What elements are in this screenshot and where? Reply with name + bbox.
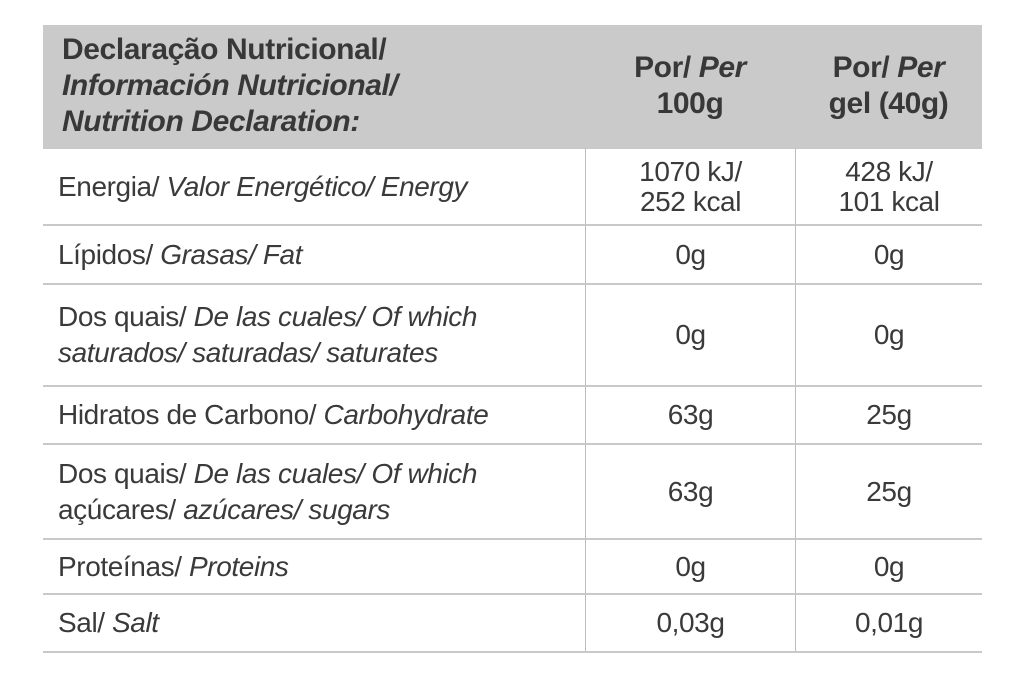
nutrition-declaration-table: Declaração Nutricional/Información Nutri…: [43, 25, 982, 653]
header-per-gel-line1: Por/ Per: [832, 51, 945, 84]
header-per-100g-line2: 100g: [656, 87, 724, 120]
row-carbohydrate-label: Hidratos de Carbono/ Carbohydrate: [43, 385, 585, 443]
header-title-es: Información Nutricional/: [62, 69, 398, 102]
header-title-cell: Declaração Nutricional/Información Nutri…: [43, 25, 585, 147]
row-fat-per-100g: 0g: [585, 224, 795, 283]
row-sugars-per-gel: 25g: [795, 443, 982, 538]
row-proteins-per-100g: 0g: [585, 538, 795, 593]
header-per-gel-line2: gel (40g): [828, 87, 949, 120]
header-title-en: Nutrition Declaration:: [62, 105, 360, 138]
row-saturates-label: Dos quais/ De las cuales/ Of which satura…: [43, 283, 585, 385]
row-energy-per-100g: 1070 kJ/252 kcal: [585, 147, 795, 224]
header-per-100g-cell: Por/ Per 100g: [585, 25, 795, 147]
row-proteins-per-gel: 0g: [795, 538, 982, 593]
row-fat-per-gel: 0g: [795, 224, 982, 283]
row-carbohydrate-per-100g: 63g: [585, 385, 795, 443]
row-salt-per-100g: 0,03g: [585, 593, 795, 651]
row-sugars-per-100g: 63g: [585, 443, 795, 538]
row-proteins-label: Proteínas/ Proteins: [43, 538, 585, 593]
header-per-100g-line1: Por/ Per: [634, 51, 746, 84]
row-saturates-per-gel: 0g: [795, 283, 982, 385]
row-sugars-label: Dos quais/ De las cuales/ Of which açúcar…: [43, 443, 585, 538]
row-salt-per-gel: 0,01g: [795, 593, 982, 651]
row-carbohydrate-per-gel: 25g: [795, 385, 982, 443]
header-per-gel-cell: Por/ Per gel (40g): [795, 25, 982, 147]
header-title-pt: Declaração Nutricional/: [62, 33, 387, 66]
row-fat-label: Lípidos/ Grasas/ Fat: [43, 224, 585, 283]
row-energy-label: Energia/ Valor Energético/ Energy: [43, 147, 585, 224]
row-salt-label: Sal/ Salt: [43, 593, 585, 651]
row-energy-per-gel: 428 kJ/101 kcal: [795, 147, 982, 224]
row-saturates-per-100g: 0g: [585, 283, 795, 385]
